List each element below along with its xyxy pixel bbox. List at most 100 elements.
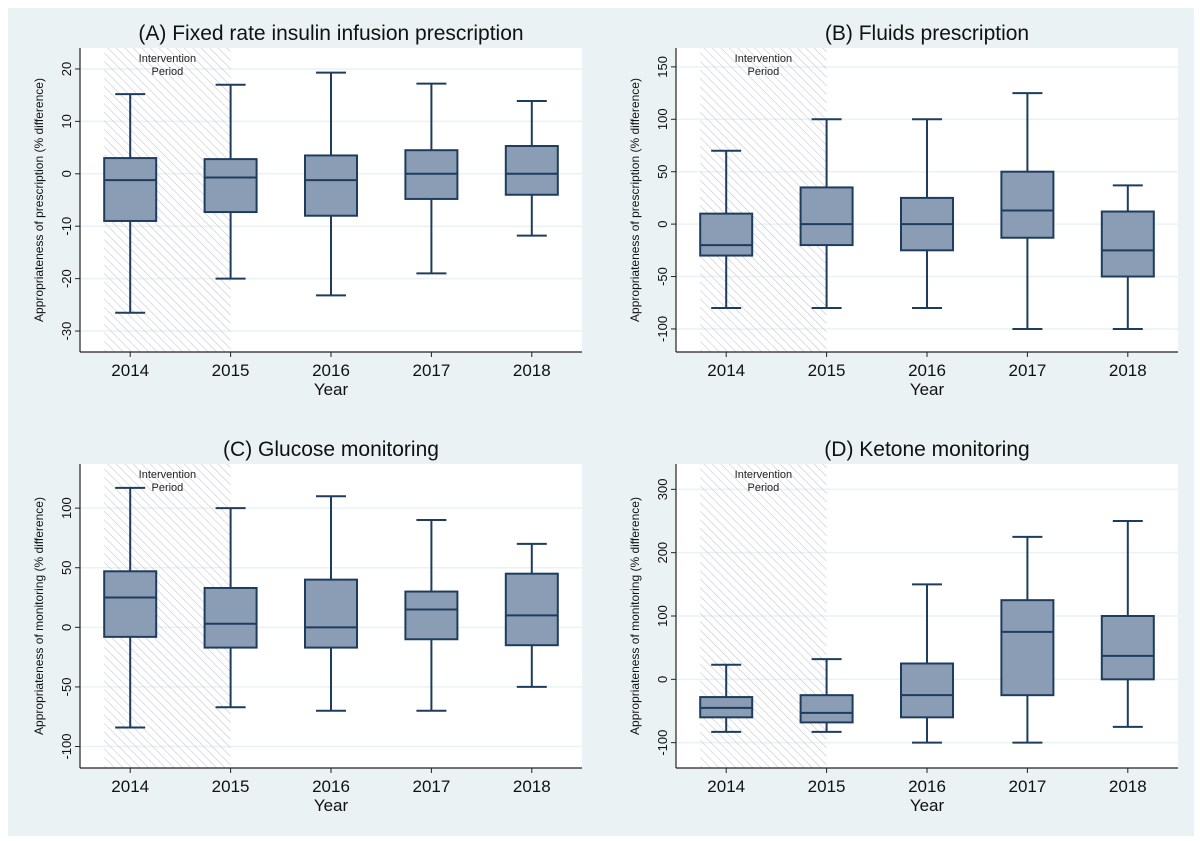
intervention-period-label-line: Period <box>152 66 184 78</box>
y-tick-label: 0 <box>655 220 670 227</box>
y-tick-label: 0 <box>59 170 74 177</box>
intervention-period-label-line: Period <box>748 66 780 78</box>
x-axis-title: Year <box>314 380 349 399</box>
box-2014 <box>699 149 754 309</box>
box-iqr <box>1000 599 1055 697</box>
y-tick-label: 50 <box>655 164 670 178</box>
x-axis-title: Year <box>314 796 349 815</box>
x-tick-label: 2018 <box>1109 361 1147 380</box>
panel-d: Intervention Period -100 0 100 200 300 2014 2015… <box>604 424 1194 838</box>
x-tick-label: 2017 <box>1008 777 1046 796</box>
box-iqr <box>304 578 358 649</box>
x-tick-label: 2014 <box>111 361 149 380</box>
intervention-period-label-line: Period <box>152 482 184 494</box>
box-iqr <box>799 694 854 724</box>
y-tick-label: 100 <box>655 108 670 130</box>
box-2015 <box>203 83 258 280</box>
box-iqr <box>799 186 854 247</box>
x-tick-label: 2014 <box>707 361 745 380</box>
x-tick-label: 2015 <box>212 777 250 796</box>
x-tick-label: 2014 <box>111 777 149 796</box>
x-axis-title: Year <box>910 380 945 399</box>
y-tick-label: 10 <box>59 114 74 128</box>
intervention-period-label-line: Intervention <box>735 469 792 481</box>
y-tick-label: -50 <box>59 678 74 697</box>
y-tick-label: -50 <box>655 267 670 286</box>
x-tick-label: 2016 <box>908 361 946 380</box>
y-tick-label: -100 <box>655 316 670 342</box>
y-tick-label: -20 <box>59 269 74 288</box>
figure: Intervention Period -30 -20 -10 0 10 20 2014 2015… <box>8 8 1194 836</box>
box-iqr <box>404 590 459 641</box>
y-axis-title: Appropriateness of prescription (% diffe… <box>32 78 46 322</box>
box-2015 <box>203 507 258 709</box>
box-iqr <box>103 570 158 638</box>
intervention-period-label-line: Intervention <box>139 469 196 481</box>
box-2017 <box>404 82 459 275</box>
box-iqr <box>504 145 559 196</box>
y-tick-label: 0 <box>655 676 670 683</box>
intervention-period-label: Intervention Period <box>735 53 792 78</box>
chart-panel-d: Intervention Period -100 0 100 200 300 2014 2015… <box>628 438 1178 815</box>
chart-panel-a: Intervention Period -30 -20 -10 0 10 20 2014 2015… <box>32 22 582 399</box>
box-2018 <box>1100 520 1155 728</box>
box-2014 <box>103 486 158 729</box>
intervention-period-label: Intervention Period <box>139 53 196 78</box>
y-axis-title: Appropriateness of prescription (% diffe… <box>628 78 642 322</box>
y-tick-label: 50 <box>59 560 74 574</box>
box-iqr <box>103 157 158 222</box>
intervention-period-label: Intervention Period <box>139 469 196 494</box>
box-2015 <box>799 118 854 309</box>
box-iqr <box>699 212 754 257</box>
y-tick-label: -10 <box>59 217 74 236</box>
x-tick-label: 2016 <box>908 777 946 796</box>
x-tick-label: 2017 <box>1008 361 1046 380</box>
box-2017 <box>1000 535 1055 744</box>
y-tick-label: 200 <box>655 542 670 564</box>
panel-b: Intervention Period -100 -50 0 50 100 150 2014 20… <box>604 8 1194 422</box>
x-tick-label: 2017 <box>412 361 450 380</box>
x-tick-label: 2016 <box>312 777 350 796</box>
box-iqr <box>1000 170 1055 239</box>
box-iqr <box>900 662 954 719</box>
x-axis-title: Year <box>910 796 945 815</box>
y-tick-label: 100 <box>655 605 670 627</box>
x-tick-label: 2014 <box>707 777 745 796</box>
y-tick-label: -100 <box>655 730 670 756</box>
chart-panel-b: Intervention Period -100 -50 0 50 100 150 2014 20… <box>628 22 1178 399</box>
x-tick-label: 2018 <box>513 777 551 796</box>
y-tick-label: 0 <box>59 624 74 631</box>
box-2015 <box>799 658 854 733</box>
box-2016 <box>304 495 358 712</box>
intervention-period-label-line: Intervention <box>139 53 196 65</box>
intervention-period-label-line: Intervention <box>735 53 792 65</box>
box-iqr <box>1100 210 1155 278</box>
x-tick-label: 2018 <box>513 361 551 380</box>
y-axis-title: Appropriateness of monitoring (% differe… <box>628 497 642 735</box>
box-2018 <box>504 99 559 237</box>
panel-c: Intervention Period -100 -50 0 50 100 2014 2015 2… <box>8 424 598 838</box>
x-tick-label: 2015 <box>808 361 846 380</box>
panel-a: Intervention Period -30 -20 -10 0 10 20 2014 2015… <box>8 8 598 422</box>
y-tick-label: 150 <box>655 56 670 78</box>
box-2014 <box>103 93 158 314</box>
x-tick-label: 2015 <box>808 777 846 796</box>
y-tick-label: 20 <box>59 62 74 76</box>
y-tick-label: 300 <box>655 478 670 500</box>
x-tick-label: 2016 <box>312 361 350 380</box>
box-2014 <box>699 663 754 733</box>
y-tick-label: 100 <box>59 497 74 519</box>
intervention-period-label: Intervention Period <box>735 469 792 494</box>
box-2016 <box>900 118 954 309</box>
box-2018 <box>1100 184 1155 330</box>
box-2016 <box>900 583 954 744</box>
x-tick-label: 2015 <box>212 361 250 380</box>
y-tick-label: -30 <box>59 322 74 341</box>
box-2017 <box>404 519 459 712</box>
chart-title: (B) Fluids prescription <box>825 22 1029 45</box>
x-tick-label: 2017 <box>412 777 450 796</box>
box-iqr <box>304 154 358 217</box>
box-iqr <box>1100 615 1155 681</box>
box-2017 <box>1000 92 1055 330</box>
chart-title: (A) Fixed rate insulin infusion prescrip… <box>138 22 523 45</box>
